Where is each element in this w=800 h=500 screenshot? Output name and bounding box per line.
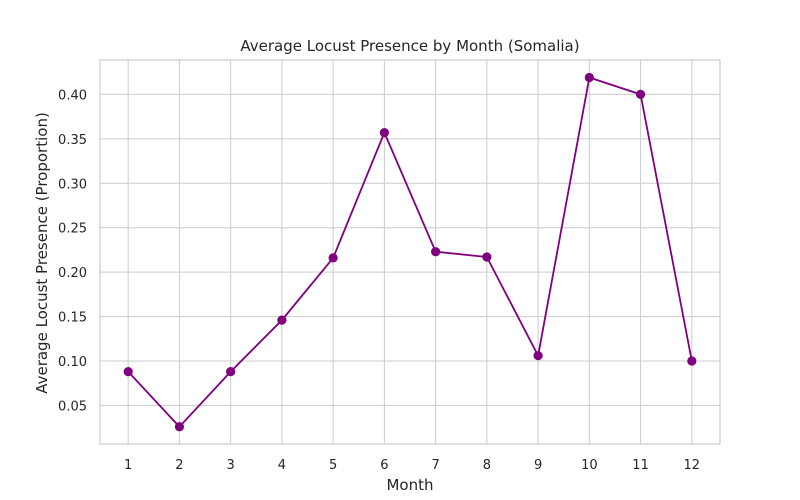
data-point <box>482 252 492 262</box>
data-point <box>584 72 594 83</box>
x-tick-label: 8 <box>483 458 491 473</box>
data-point <box>533 351 543 361</box>
data-point <box>277 315 287 325</box>
x-tick-label: 9 <box>534 458 542 473</box>
plot-frame <box>99 59 721 445</box>
y-tick-label: 0.15 <box>58 311 87 326</box>
data-point <box>174 422 185 432</box>
chart-title: Average Locust Presence by Month (Somali… <box>240 37 579 55</box>
x-tick-label: 4 <box>278 458 286 473</box>
x-tick-label: 7 <box>431 458 439 473</box>
x-tick-label: 11 <box>632 458 649 473</box>
y-tick-label: 0.20 <box>58 266 87 281</box>
x-tick-label: 10 <box>581 458 598 473</box>
x-axis-label: Month <box>386 476 433 494</box>
x-tick-label: 12 <box>684 458 701 473</box>
x-gridlines <box>127 60 693 444</box>
y-tick-label: 0.05 <box>58 399 87 414</box>
data-point <box>635 89 646 99</box>
data-point <box>226 367 236 377</box>
y-gridlines <box>100 93 720 406</box>
y-tick-labels: 0.05 0.10 0.15 0.20 0.25 0.30 0.35 0.40 <box>58 88 87 414</box>
y-tick-label: 0.25 <box>58 222 87 237</box>
y-tick-label: 0.30 <box>58 177 87 192</box>
y-tick-label: 0.35 <box>58 133 87 148</box>
data-point <box>328 253 338 263</box>
x-tick-label: 6 <box>380 458 388 473</box>
x-tick-label: 3 <box>227 458 235 473</box>
y-axis-label: Average Locust Presence (Proportion) <box>33 112 51 394</box>
x-tick-label: 5 <box>329 458 337 473</box>
data-point <box>123 367 133 377</box>
x-tick-label: 2 <box>175 458 183 473</box>
data-point <box>431 247 441 257</box>
y-tick-label: 0.10 <box>58 355 87 370</box>
y-tick-label: 0.40 <box>58 88 87 103</box>
x-tick-labels: 1 2 3 4 5 6 7 8 9 10 11 12 <box>124 458 700 473</box>
series-line <box>127 76 693 428</box>
x-tick-label: 1 <box>124 458 132 473</box>
data-point <box>687 356 697 366</box>
data-point <box>379 128 389 138</box>
series-layer <box>123 72 697 432</box>
